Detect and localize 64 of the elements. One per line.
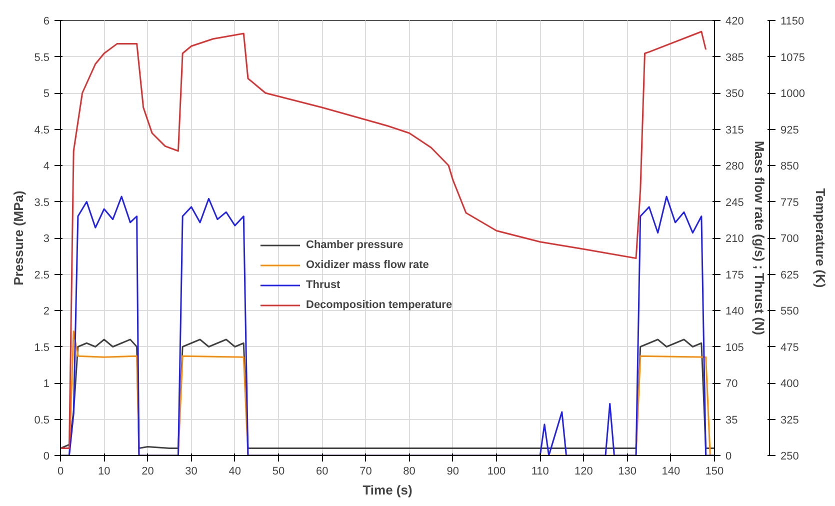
y2-tick-label: 175: [726, 269, 744, 282]
y-tick-label: 4: [43, 160, 50, 172]
y2-tick-label: 105: [726, 342, 744, 354]
y2-tick-label: 245: [726, 196, 744, 209]
y2-tick-label: 70: [726, 378, 738, 390]
line-series: [60, 30, 707, 449]
x-tick-label: 90: [446, 466, 460, 478]
y3-tick-label: 700: [780, 233, 799, 245]
x-tick-label: 140: [662, 466, 680, 478]
y2-tick-label: 140: [726, 306, 744, 318]
y3-tick-label: 625: [780, 269, 799, 282]
y3-tick-label: 250: [780, 450, 799, 462]
y2-tick-label: 280: [726, 160, 744, 172]
y-tick-label: 1: [43, 378, 50, 390]
legend-label: Oxidizer mass flow rate: [306, 259, 429, 271]
legend-label: Chamber pressure: [306, 239, 404, 251]
x-tick-label: 110: [531, 466, 549, 478]
x-tick-label: 40: [228, 466, 242, 478]
x-tick-label: 150: [705, 466, 724, 478]
y3-tick-label: 775: [780, 196, 799, 209]
y-tick-label: 3.5: [34, 196, 50, 209]
y2-tick-label: 35: [726, 414, 738, 426]
x-tick-label: 80: [403, 466, 416, 478]
x-tick-label: 120: [574, 466, 593, 478]
legend-label: Decomposition temperature: [306, 299, 452, 311]
y3-tick-label: 925: [780, 124, 799, 136]
x-axis-title: Time (s): [362, 482, 412, 498]
y3-tick-label: 400: [780, 378, 799, 390]
y3-tick-label: 325: [780, 414, 799, 426]
y-tick-label: 4.5: [34, 124, 50, 136]
y3-tick-label: 1150: [780, 16, 804, 28]
x-tick-label: 50: [272, 466, 285, 478]
y-tick-label: 2.5: [34, 269, 50, 282]
x-tick-label: 70: [360, 466, 372, 478]
x-tick-label: 10: [98, 466, 110, 478]
x-tick-label: 60: [316, 466, 328, 478]
x-tick-label: 20: [142, 466, 154, 478]
y2-tick-label: 385: [726, 52, 744, 64]
y-tick-label: 0: [43, 450, 50, 462]
y2-tick-label: 350: [726, 88, 744, 100]
y2-tick-label: 0: [726, 450, 732, 462]
y2-tick-label: 210: [726, 233, 744, 245]
y3-axis-title: Temperature (K): [812, 188, 828, 288]
y3-tick-label: 1075: [780, 52, 805, 64]
y-tick-label: 0.5: [34, 414, 50, 426]
y3-tick-label: 475: [780, 342, 799, 354]
y-tick-label: 1.5: [34, 342, 50, 354]
x-tick-label: 130: [618, 466, 636, 478]
legend-label: Thrust: [306, 279, 340, 291]
y-axis-title: Pressure (MPa): [11, 190, 26, 286]
x-tick-label: 30: [185, 466, 198, 478]
y2-tick-label: 420: [726, 16, 744, 28]
y-tick-label: 6: [43, 16, 50, 28]
y-tick-label: 5.5: [34, 52, 50, 64]
y3-tick-label: 850: [780, 160, 799, 172]
y-tick-label: 5: [43, 88, 50, 100]
y2-tick-label: 315: [726, 124, 744, 136]
y-tick-label: 2: [43, 306, 50, 318]
y3-tick-label: 1000: [780, 88, 805, 100]
y2-axis-title: Mass flow rate (g/s) ; Thrust (N): [752, 140, 767, 336]
y-tick-label: 3: [43, 233, 50, 245]
x-tick-label: 0: [57, 466, 64, 478]
x-tick-label: 100: [487, 466, 506, 478]
y3-tick-label: 550: [780, 306, 799, 318]
